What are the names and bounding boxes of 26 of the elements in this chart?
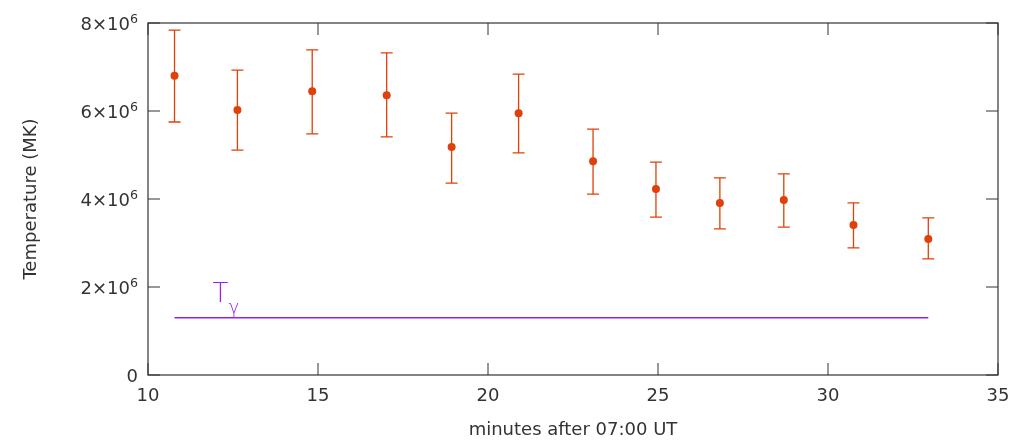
- point: [233, 106, 242, 115]
- point: [447, 143, 456, 152]
- x-tick-label: 25: [646, 384, 670, 405]
- point: [382, 91, 391, 100]
- y-axis-title: Temperature (MK): [19, 118, 40, 281]
- x-tick-label: 20: [476, 384, 500, 405]
- x-tick-label: 35: [986, 384, 1010, 405]
- y-tick-label: 4×10$^{6}$: [80, 186, 138, 210]
- point: [308, 87, 317, 96]
- point: [779, 195, 788, 204]
- point: [170, 71, 179, 80]
- x-tick-label: 30: [816, 384, 840, 405]
- y-tick-label: 8×10$^{6}$: [80, 10, 138, 34]
- point: [924, 235, 933, 244]
- x-tick-label: 10: [136, 384, 160, 405]
- y-tick-label: 0: [126, 365, 138, 386]
- point: [715, 198, 724, 207]
- series-label: T$_{γ}$: [212, 277, 240, 317]
- y-tick-label: 6×10$^{6}$: [80, 98, 138, 122]
- point: [589, 157, 598, 166]
- x-tick-label: 15: [306, 384, 330, 405]
- point: [514, 109, 523, 118]
- point: [651, 184, 660, 193]
- y-tick-label: 2×10$^{6}$: [80, 274, 138, 298]
- x-axis-title: minutes after 07:00 UT: [468, 418, 679, 439]
- point: [849, 220, 858, 229]
